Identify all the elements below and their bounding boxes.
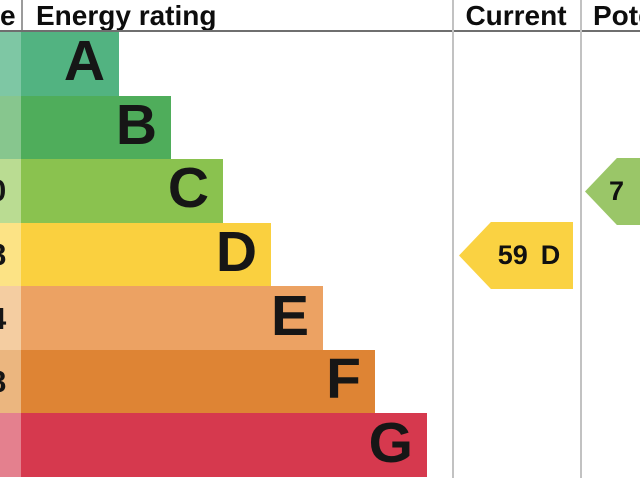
band-bar-e: E bbox=[21, 286, 323, 350]
potential-column-divider bbox=[580, 0, 582, 478]
band-letter-a: A bbox=[63, 29, 105, 94]
band-letter-g: G bbox=[368, 410, 413, 475]
band-row-c: 0C bbox=[0, 159, 452, 223]
band-row-b: B bbox=[0, 92, 452, 160]
band-letter-c: C bbox=[167, 156, 209, 221]
potential-rating-value-fragment: 7 bbox=[609, 176, 625, 206]
score-cell-c: 0 bbox=[0, 159, 21, 223]
band-letter-e: E bbox=[270, 283, 309, 348]
score-cell-e: 4 bbox=[0, 286, 21, 350]
band-letter-d: D bbox=[215, 220, 257, 285]
header-underline bbox=[0, 30, 640, 32]
band-bar-g: G bbox=[21, 410, 427, 478]
energy-rating-bands: AB0C8D4E8FG bbox=[0, 32, 452, 478]
score-fragment-c: 0 bbox=[0, 175, 6, 206]
current-rating-value: 59 bbox=[497, 240, 528, 270]
score-column-divider bbox=[21, 0, 23, 30]
score-cell-b bbox=[0, 95, 21, 160]
score-cell-a bbox=[0, 32, 21, 96]
band-row-a: A bbox=[0, 32, 452, 96]
energy-rating-header: Energy rating bbox=[36, 0, 217, 31]
band-letter-f: F bbox=[326, 347, 361, 412]
band-bar-c: C bbox=[21, 159, 223, 223]
potential-rating-arrow: 7 bbox=[585, 158, 640, 225]
current-rating-band: D bbox=[540, 240, 561, 270]
score-fragment-d: 8 bbox=[0, 239, 6, 270]
band-row-f: 8F bbox=[0, 347, 452, 414]
band-row-e: 4E bbox=[0, 286, 452, 350]
score-column-header-fragment: e bbox=[0, 0, 16, 31]
score-fragment-f: 8 bbox=[0, 366, 6, 397]
score-fragment-e: 4 bbox=[0, 303, 6, 334]
score-cell-d: 8 bbox=[0, 222, 21, 287]
band-bar-f: F bbox=[21, 347, 375, 414]
band-bar-b: B bbox=[21, 92, 171, 160]
score-cell-f: 8 bbox=[0, 349, 21, 414]
band-row-g: G bbox=[0, 410, 452, 478]
score-cell-g bbox=[0, 413, 21, 478]
current-column-divider bbox=[452, 0, 454, 478]
current-rating-arrow: 59 D bbox=[459, 222, 573, 289]
potential-column-header-fragment: Pote bbox=[593, 0, 640, 31]
band-bar-d: D bbox=[21, 220, 271, 287]
band-bar-a: A bbox=[21, 32, 119, 96]
current-column-header: Current bbox=[465, 0, 567, 31]
band-row-d: 8D bbox=[0, 220, 452, 287]
band-letter-b: B bbox=[115, 92, 157, 157]
